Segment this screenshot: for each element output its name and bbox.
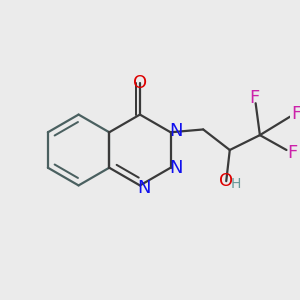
Text: O: O — [219, 172, 233, 190]
Text: H: H — [230, 177, 241, 191]
Text: N: N — [137, 179, 150, 197]
Text: F: F — [249, 89, 259, 107]
Text: N: N — [169, 122, 182, 140]
Text: F: F — [291, 105, 300, 123]
Text: F: F — [287, 144, 297, 162]
Text: O: O — [133, 74, 147, 92]
Text: N: N — [169, 159, 183, 177]
